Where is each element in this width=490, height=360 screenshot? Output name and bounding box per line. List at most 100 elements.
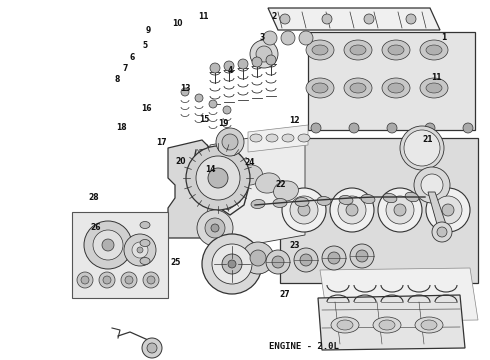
Circle shape <box>125 276 133 284</box>
Ellipse shape <box>350 83 366 93</box>
Text: 27: 27 <box>280 290 291 299</box>
Bar <box>280 138 478 283</box>
Ellipse shape <box>421 320 437 330</box>
Circle shape <box>330 188 374 232</box>
Circle shape <box>124 234 156 266</box>
Circle shape <box>463 123 473 133</box>
Text: 21: 21 <box>422 135 433 144</box>
Ellipse shape <box>238 165 263 185</box>
Circle shape <box>338 196 366 224</box>
Circle shape <box>394 204 406 216</box>
Ellipse shape <box>312 83 328 93</box>
Circle shape <box>210 63 220 73</box>
Circle shape <box>290 196 318 224</box>
Circle shape <box>322 14 332 24</box>
Circle shape <box>400 126 444 170</box>
Circle shape <box>147 343 157 353</box>
Circle shape <box>228 260 236 268</box>
Circle shape <box>137 247 143 253</box>
Circle shape <box>266 250 290 274</box>
Text: 6: 6 <box>130 53 135 62</box>
Circle shape <box>250 250 266 266</box>
Circle shape <box>406 14 416 24</box>
Ellipse shape <box>140 257 150 265</box>
Circle shape <box>404 130 440 166</box>
Circle shape <box>442 204 454 216</box>
Circle shape <box>197 210 233 246</box>
Circle shape <box>322 246 346 270</box>
Circle shape <box>387 123 397 133</box>
Circle shape <box>272 256 284 268</box>
Text: 16: 16 <box>141 104 151 113</box>
Circle shape <box>280 14 290 24</box>
Polygon shape <box>72 212 168 298</box>
Circle shape <box>186 146 250 210</box>
Circle shape <box>437 227 447 237</box>
Circle shape <box>350 244 374 268</box>
Ellipse shape <box>415 317 443 333</box>
Text: 25: 25 <box>170 258 181 266</box>
Ellipse shape <box>344 78 372 98</box>
Circle shape <box>223 106 231 114</box>
Circle shape <box>209 100 217 108</box>
Ellipse shape <box>331 317 359 333</box>
Ellipse shape <box>420 40 448 60</box>
Circle shape <box>250 40 278 68</box>
Text: 13: 13 <box>180 84 191 93</box>
Circle shape <box>143 272 159 288</box>
Circle shape <box>311 123 321 133</box>
Circle shape <box>242 242 274 274</box>
Circle shape <box>414 167 450 203</box>
Ellipse shape <box>379 320 395 330</box>
Circle shape <box>364 14 374 24</box>
Circle shape <box>282 188 326 232</box>
Circle shape <box>266 55 276 65</box>
Polygon shape <box>168 140 215 238</box>
Ellipse shape <box>337 320 353 330</box>
Ellipse shape <box>350 45 366 55</box>
Ellipse shape <box>361 194 375 204</box>
Circle shape <box>196 156 240 200</box>
Circle shape <box>252 57 262 67</box>
Circle shape <box>77 272 93 288</box>
Circle shape <box>205 218 225 238</box>
Circle shape <box>386 196 414 224</box>
Ellipse shape <box>266 134 278 142</box>
Circle shape <box>103 276 111 284</box>
Ellipse shape <box>306 40 334 60</box>
Circle shape <box>432 222 452 242</box>
Circle shape <box>102 239 114 251</box>
Circle shape <box>298 204 310 216</box>
Ellipse shape <box>317 197 331 206</box>
Ellipse shape <box>256 173 280 193</box>
Circle shape <box>222 254 242 274</box>
Text: 8: 8 <box>115 75 120 84</box>
Polygon shape <box>308 32 475 130</box>
Text: 2: 2 <box>272 12 277 21</box>
Circle shape <box>195 94 203 102</box>
Text: 28: 28 <box>89 193 99 202</box>
Text: 4: 4 <box>228 66 233 75</box>
Text: 11: 11 <box>431 73 441 82</box>
Circle shape <box>349 123 359 133</box>
Text: 20: 20 <box>175 157 186 166</box>
Circle shape <box>224 61 234 71</box>
Ellipse shape <box>312 45 328 55</box>
Text: 24: 24 <box>245 158 255 167</box>
Text: 12: 12 <box>289 116 299 125</box>
Circle shape <box>294 248 318 272</box>
Text: 5: 5 <box>142 40 147 49</box>
Text: 15: 15 <box>199 115 210 124</box>
Ellipse shape <box>383 193 397 203</box>
Ellipse shape <box>273 198 287 207</box>
Text: ENGINE - 2.0L: ENGINE - 2.0L <box>269 342 339 351</box>
Circle shape <box>299 31 313 45</box>
Ellipse shape <box>295 198 309 207</box>
Polygon shape <box>428 192 448 235</box>
Ellipse shape <box>220 157 245 177</box>
Ellipse shape <box>420 78 448 98</box>
Ellipse shape <box>426 45 442 55</box>
Circle shape <box>216 128 244 156</box>
Circle shape <box>222 134 238 150</box>
Text: 14: 14 <box>205 165 216 174</box>
